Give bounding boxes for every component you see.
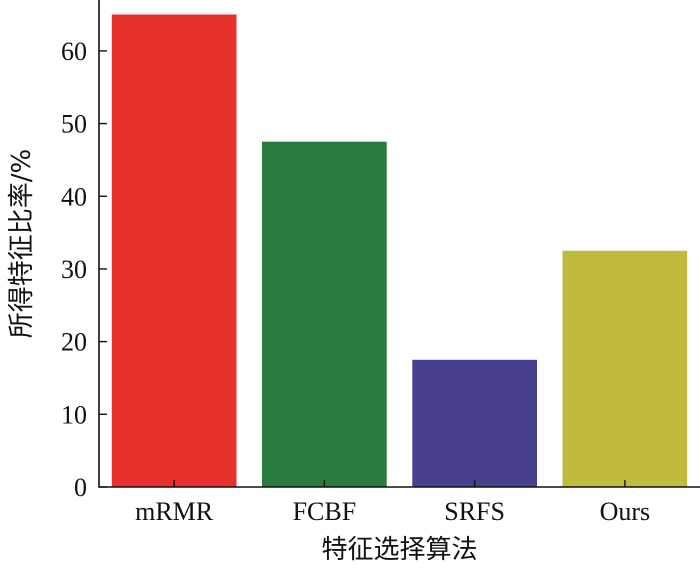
y-tick-label: 10: [61, 400, 87, 429]
bar-ours: [562, 250, 688, 487]
y-axis-label: 所得特征比率/%: [7, 149, 37, 338]
x-tick-label: Ours: [600, 497, 651, 526]
x-tick-label: FCBF: [293, 497, 357, 526]
y-tick-label: 60: [61, 37, 87, 66]
bar-fcbf: [262, 141, 387, 487]
x-axis-label: 特征选择算法: [321, 535, 477, 565]
y-tick-label: 30: [61, 255, 87, 284]
x-tick-label: SRFS: [444, 497, 505, 526]
y-tick-label: 40: [61, 182, 87, 211]
bar-mrmr: [111, 14, 237, 487]
x-axis-ticks: mRMR FCBF SRFS Ours: [135, 480, 650, 526]
y-tick-label: 20: [61, 328, 87, 357]
x-tick-label: mRMR: [135, 497, 214, 526]
y-axis-ticks: 0 10 20 30 40 50 60: [61, 37, 107, 502]
axis-frame: [98, 0, 700, 488]
y-tick-label: 0: [74, 473, 87, 502]
bar-srfs: [412, 359, 537, 487]
y-tick-label: 50: [61, 110, 87, 139]
bars-group: [111, 14, 688, 487]
